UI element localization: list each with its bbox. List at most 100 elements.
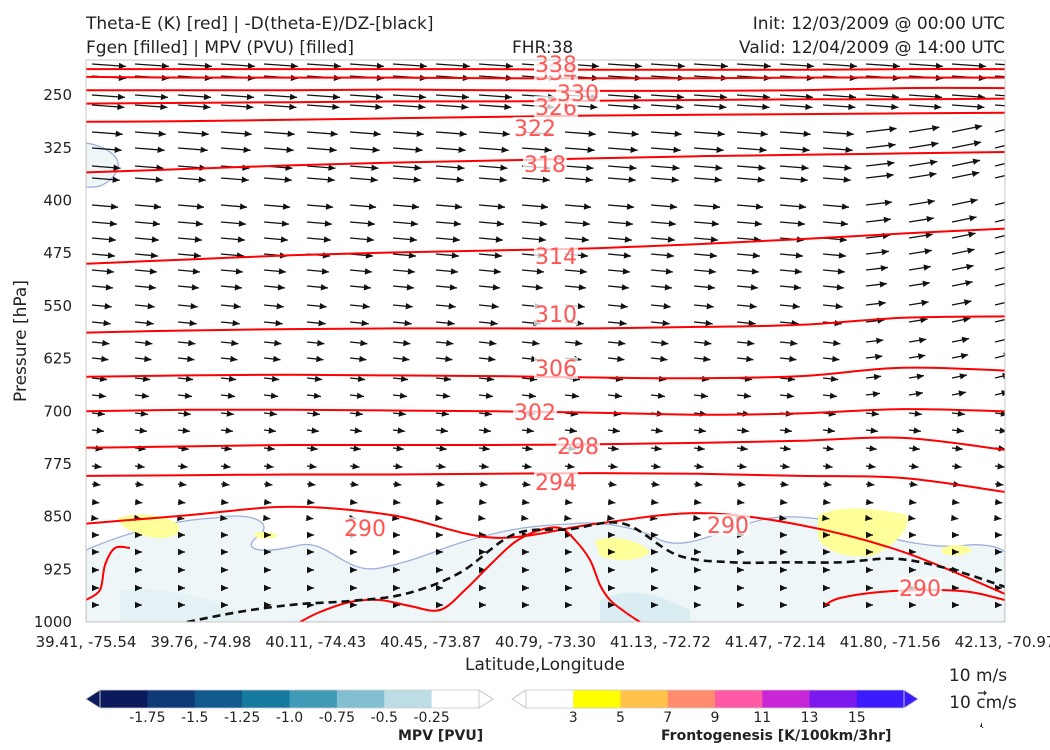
wind-reference-label-2: 10 cm/s xyxy=(949,693,1017,713)
wind-vector-head xyxy=(977,103,985,110)
wind-vector-head xyxy=(565,566,572,574)
mpv-colorbar-min-extend xyxy=(85,689,101,709)
wind-vector-head xyxy=(755,203,764,210)
wind-vector-head xyxy=(233,303,241,310)
wind-vector-head xyxy=(630,146,638,153)
filled-contour-region xyxy=(86,142,119,188)
wind-vector-head xyxy=(968,231,976,238)
wind-vector-head xyxy=(922,280,930,287)
wind-vector-head xyxy=(398,410,406,417)
wind-vector-head xyxy=(972,158,981,165)
wind-vector-head xyxy=(485,392,494,399)
wind-vector-head xyxy=(221,531,228,539)
wind-vector-head xyxy=(1015,170,1023,176)
wind-vector-head xyxy=(453,220,461,227)
wind-vector-head xyxy=(797,220,805,227)
wind-vector-head xyxy=(135,584,142,592)
wind-vector-head xyxy=(376,62,384,70)
wind-vector-head xyxy=(313,392,322,399)
wind-vector-head xyxy=(157,146,165,153)
wind-vector-head xyxy=(139,427,147,434)
wind-vector-head xyxy=(226,410,234,417)
wind-vector-head xyxy=(752,252,760,259)
wind-vector-head xyxy=(351,481,359,488)
wind-vector-head xyxy=(188,339,196,347)
wind-vector-head xyxy=(608,566,615,574)
wind-vector-head xyxy=(610,463,618,470)
wind-vector-head xyxy=(674,130,682,137)
wind-vector-head xyxy=(359,355,367,363)
wind-vector-head xyxy=(234,284,242,291)
wind-vector-head xyxy=(840,220,848,227)
wind-vector-head xyxy=(112,176,120,183)
wind-vector xyxy=(994,128,1005,133)
wind-vector-head xyxy=(264,548,271,556)
wind-vector-head xyxy=(565,531,572,539)
wind-vector-head xyxy=(1009,263,1017,269)
wind-vector-head xyxy=(450,268,458,275)
y-tick-label: 550 xyxy=(43,297,72,315)
wind-vector-head xyxy=(1006,316,1014,322)
wind-vector-head xyxy=(661,339,669,347)
wind-vector-head xyxy=(196,203,205,210)
wind-vector-head xyxy=(952,531,959,539)
y-tick-label: 775 xyxy=(43,455,72,473)
wind-vector-head xyxy=(737,548,744,556)
wind-vector-head xyxy=(969,215,977,222)
wind-vector-head xyxy=(350,566,357,574)
wind-vector-head xyxy=(268,427,276,434)
x-tick-label: 41.80, -71.56 xyxy=(840,633,941,651)
wind-vector-head xyxy=(437,481,445,488)
wind-vector-head xyxy=(449,284,457,291)
wind-vector-head xyxy=(264,601,271,609)
wind-vector-head xyxy=(569,427,577,434)
wind-vector-head xyxy=(436,531,443,539)
wind-vector-head xyxy=(662,320,670,327)
wind-vector-head xyxy=(651,566,658,574)
wind-vector-head xyxy=(845,146,853,153)
wind-vector-head xyxy=(586,164,594,171)
theta-e-contour xyxy=(86,436,1005,451)
mpv-colorbar-segment xyxy=(289,690,338,708)
wind-vector-head xyxy=(608,498,616,506)
wind-vector-head xyxy=(994,514,1002,522)
wind-vector-head xyxy=(178,584,185,592)
wind-vector-head xyxy=(306,514,314,522)
wind-vector-head xyxy=(440,427,448,434)
wind-vector-head xyxy=(763,62,771,70)
wind-vector-head xyxy=(406,284,414,291)
wind-vector-head xyxy=(316,355,324,363)
fgen-colorbar-tick-label: 13 xyxy=(801,710,819,726)
wind-vector-head xyxy=(794,268,802,275)
wind-vector-head xyxy=(479,548,486,556)
wind-vector-head xyxy=(651,548,658,556)
wind-vector-head xyxy=(668,220,676,227)
theta-e-contour-label: 306 xyxy=(535,357,577,382)
wind-vector-head xyxy=(92,566,99,574)
wind-vector-head xyxy=(435,514,443,522)
wind-vector-head xyxy=(92,548,99,556)
wind-vector-head xyxy=(707,284,715,291)
wind-vector-head xyxy=(920,317,928,324)
wind-vector-head xyxy=(741,427,749,434)
wind-vector-head xyxy=(634,62,642,70)
y-axis-label: Pressure [hPa] xyxy=(11,280,31,402)
wind-vector-head xyxy=(923,264,931,271)
plot-frame xyxy=(85,59,1006,623)
wind-vector-head xyxy=(276,303,284,310)
wind-vector-head xyxy=(911,463,919,470)
wind-vector-head xyxy=(264,584,271,592)
wind-vector-head xyxy=(436,601,443,609)
wind-vector-head xyxy=(1021,94,1028,100)
wind-vector-head xyxy=(155,176,163,183)
wind-vector-head xyxy=(104,303,112,310)
wind-vector-head xyxy=(333,62,341,70)
wind-vector-head xyxy=(608,601,615,609)
wind-vector-head xyxy=(399,392,408,399)
wind-vector-head xyxy=(504,103,512,110)
wind-vector-head xyxy=(114,146,122,153)
wind-vector-head xyxy=(221,584,228,592)
wind-vector-head xyxy=(493,268,501,275)
contour-label-background xyxy=(898,577,942,599)
wind-vector-head xyxy=(153,203,162,210)
